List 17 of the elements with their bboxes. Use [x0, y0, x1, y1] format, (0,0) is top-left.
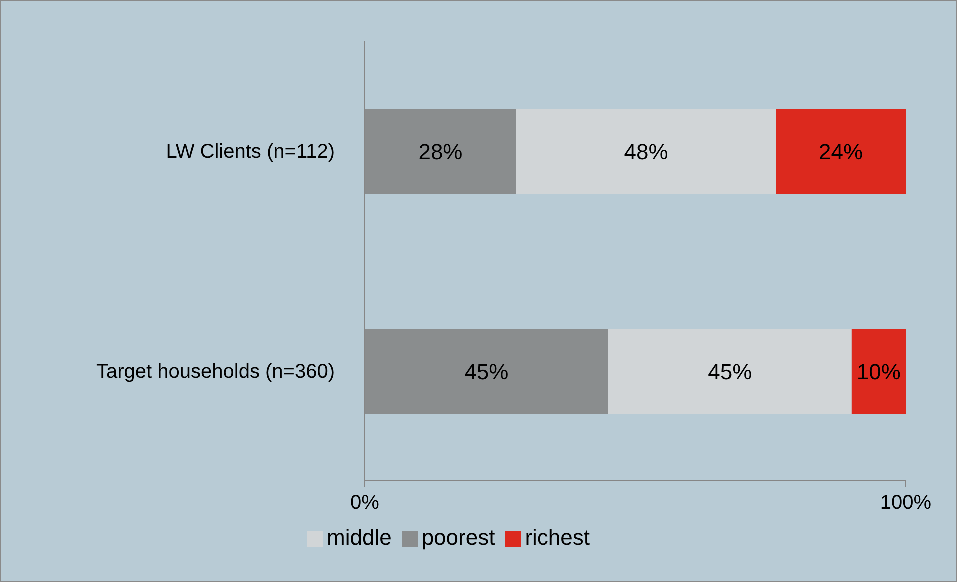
y-tick-label: LW Clients (n=112) [166, 141, 335, 164]
x-tick-label: 0% [350, 492, 380, 514]
legend-label: richest [525, 525, 590, 550]
bar [608, 329, 852, 414]
data-label: 28% [418, 139, 463, 164]
bar [776, 109, 906, 194]
legend-label: poorest [422, 525, 496, 550]
y-tick-label: Target households (n=360) [96, 361, 335, 384]
data-label: 45% [708, 359, 752, 384]
data-label: 45% [464, 359, 509, 384]
x-tick-label: 100% [880, 492, 932, 514]
data-label: 48% [624, 139, 668, 164]
data-label: 24% [819, 139, 864, 164]
bar [516, 109, 776, 194]
data-label: 10% [856, 359, 901, 384]
bar [852, 329, 906, 414]
legend-label: middle [327, 525, 392, 550]
